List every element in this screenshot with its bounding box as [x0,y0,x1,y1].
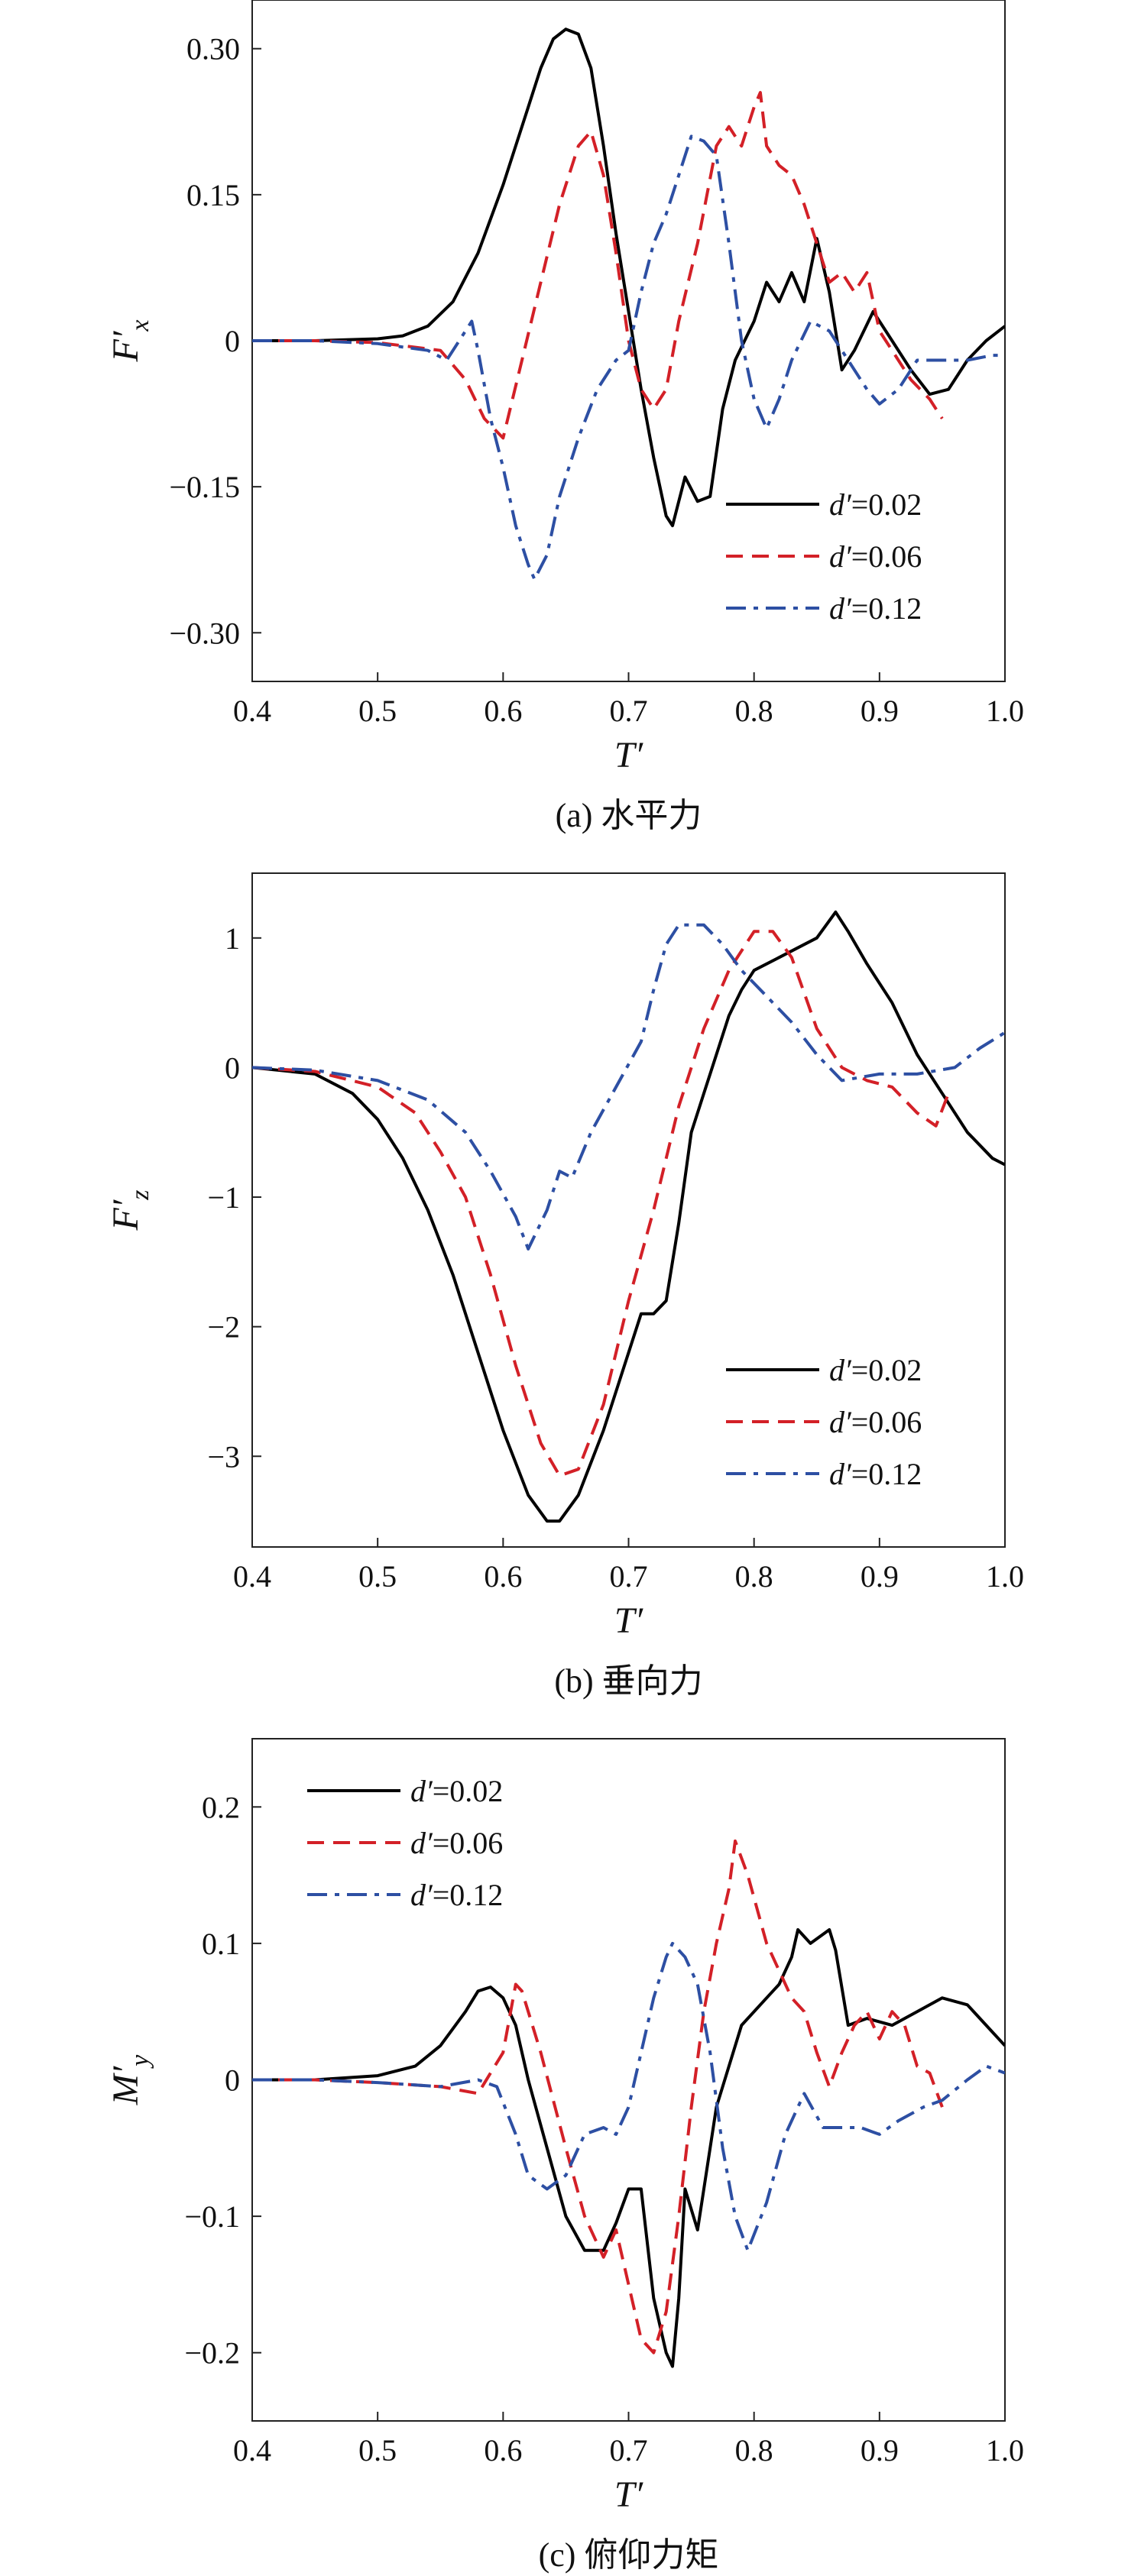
y-tick-label: −3 [207,1439,240,1474]
y-tick-label: 1 [225,921,240,956]
series-line-2 [252,91,944,440]
x-tick-label: 0.5 [358,694,397,728]
plot-frame [251,872,1006,1548]
x-tick-label: 0.8 [735,1559,773,1594]
legend-label-1: d′=0.02 [829,487,922,522]
x-axis-label: T′ [614,2474,644,2515]
x-axis-label: T′ [614,735,644,775]
y-tick-label: −1 [207,1180,240,1215]
x-tick-label: 0.7 [610,2433,648,2468]
x-tick-label: 0.7 [610,694,648,728]
plot-frame [251,1738,1006,2422]
x-tick-label: 0.5 [358,2433,397,2468]
series-line-3 [252,134,1005,581]
y-axis-label: F′z [105,1189,154,1231]
y-tick-label: −0.2 [184,2336,240,2371]
y-tick-label: 0.2 [202,1790,240,1824]
x-tick-label: 0.8 [735,694,773,728]
series-line-1 [252,910,1005,1523]
x-tick-label: 1.0 [986,1559,1024,1594]
x-tick-label: 0.6 [484,2433,522,2468]
legend-label-1: d′=0.02 [410,1774,503,1808]
legend-label-3: d′=0.12 [829,591,922,626]
y-axis-label: F′x [105,320,154,363]
x-tick-label: 0.4 [233,1559,271,1594]
x-tick-label: 0.8 [735,2433,773,2468]
y-tick-label: 0.30 [186,32,240,66]
y-axis-label: M′y [105,2054,154,2105]
y-tick-label: −0.1 [184,2199,240,2234]
x-tick-label: 0.6 [484,694,522,728]
x-tick-label: 0.9 [861,2433,899,2468]
x-axis-label: T′ [614,1600,644,1641]
series-line-3 [252,923,1005,1251]
y-tick-label: 0 [225,324,240,358]
y-tick-label: −2 [207,1310,240,1345]
x-tick-label: 1.0 [986,2433,1024,2468]
x-tick-label: 0.4 [233,2433,271,2468]
series-line-1 [252,1928,1005,2368]
figure-caption: (a) 水平力 [556,797,702,834]
y-tick-label: 0 [225,2063,240,2098]
series-line-3 [252,1941,1005,2252]
y-tick-label: 0 [225,1050,240,1085]
y-tick-label: −0.15 [169,470,240,504]
x-tick-label: 0.4 [233,694,271,728]
series-line-2 [252,930,950,1477]
x-tick-label: 0.6 [484,1559,522,1594]
x-tick-label: 1.0 [986,694,1024,728]
legend-label-2: d′=0.06 [410,1826,503,1860]
x-tick-label: 0.7 [610,1559,648,1594]
panel-c: 0.4 0.5 0.6 0.7 0.8 0.9 1.0 0.2 0.1 0 −0.1 −0.2 T′ M′… [105,1738,1024,2574]
legend-label-2: d′=0.06 [829,539,922,574]
panel-b: 0.4 0.5 0.6 0.7 0.8 0.9 1.0 1 0 −1 −2 −3 T′ F′z (b) 垂向… [105,872,1024,1700]
x-tick-label: 0.9 [861,1559,899,1594]
y-tick-label: 0.1 [202,1927,240,1961]
legend-label-1: d′=0.02 [829,1353,922,1387]
series-line-2 [252,1839,944,2354]
legend-label-3: d′=0.12 [829,1457,922,1491]
legend-label-2: d′=0.06 [829,1405,922,1439]
figure-caption: (b) 垂向力 [554,1662,702,1700]
x-tick-label: 0.9 [861,694,899,728]
panel-a: 0.4 0.5 0.6 0.7 0.8 0.9 1.0 0.30 0.15 0 −0.15 −0.30… [105,0,1024,834]
figure-caption: (c) 俯仰力矩 [539,2536,719,2574]
legend-label-3: d′=0.12 [410,1878,503,1912]
y-tick-label: −0.30 [169,616,240,650]
y-tick-label: 0.15 [186,178,240,212]
x-tick-label: 0.5 [358,1559,397,1594]
series-line-1 [252,28,1005,528]
